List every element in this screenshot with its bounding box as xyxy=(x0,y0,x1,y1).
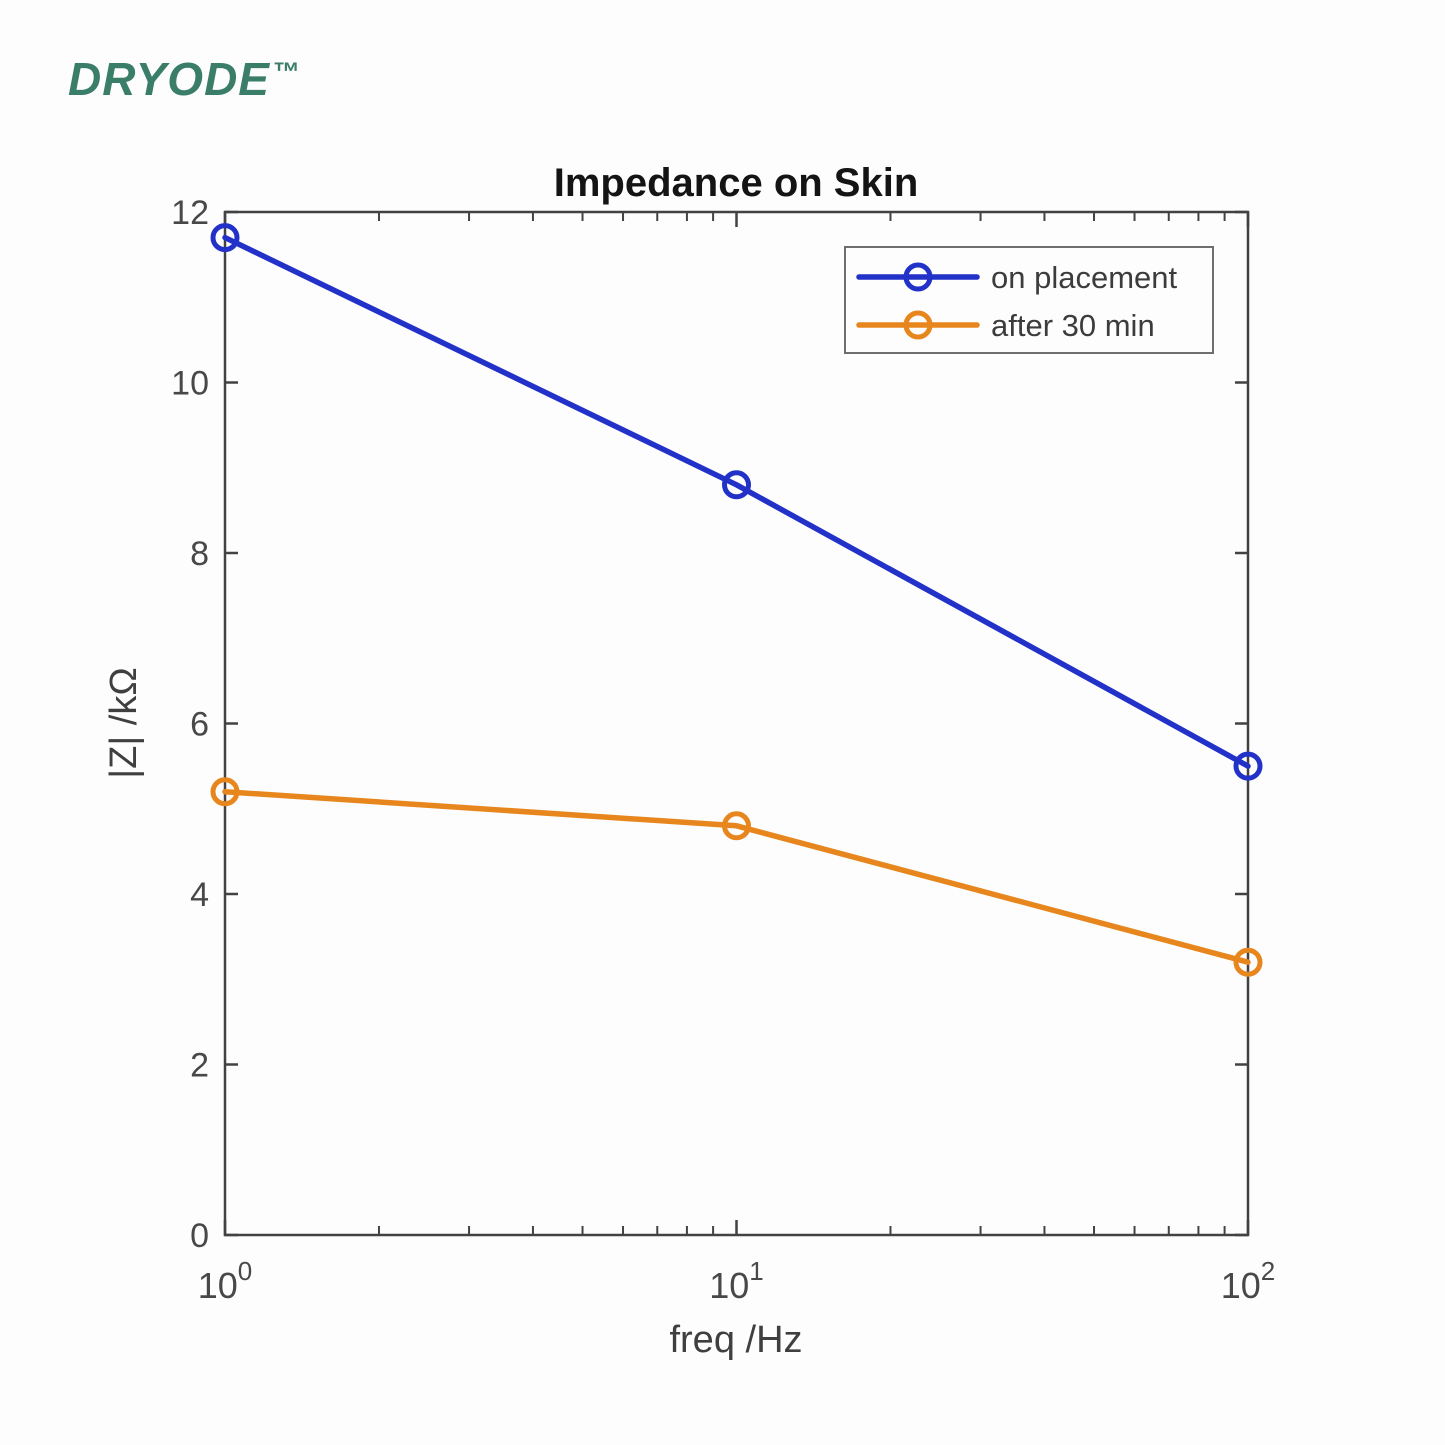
legend-marker-sample xyxy=(903,262,933,292)
y-axis-label: |Z| /kΩ xyxy=(103,667,145,778)
x-tick-label: 100 xyxy=(198,1256,253,1306)
y-tick-label: 12 xyxy=(171,194,209,232)
y-tick-label: 2 xyxy=(190,1047,209,1085)
series-line-1 xyxy=(222,234,1251,769)
y-tick-label: 8 xyxy=(190,535,209,573)
y-tick-label: 10 xyxy=(171,365,209,403)
plot-box xyxy=(223,210,1250,1237)
brand-logo-text: DRYODE xyxy=(68,53,270,105)
legend: on placement after 30 min xyxy=(844,246,1214,354)
brand-logo: DRYODE ™ xyxy=(68,52,300,106)
chart-title: Impedance on Skin xyxy=(554,161,919,205)
y-tick-label: 4 xyxy=(190,876,209,914)
data-point-marker xyxy=(210,223,240,253)
legend-box xyxy=(844,246,1214,354)
x-axis-label: freq /Hz xyxy=(669,1319,802,1361)
data-point-marker xyxy=(1233,751,1263,781)
legend-marker-sample xyxy=(903,310,933,340)
data-point-marker xyxy=(722,811,751,841)
data-point-marker xyxy=(210,777,240,807)
series-layer xyxy=(210,223,1263,977)
axes-layer: 0 2 4 6 8 10 12 100 101 102 xyxy=(171,194,1275,1306)
series-line-2 xyxy=(222,788,1251,965)
x-tick-label: 101 xyxy=(709,1256,764,1306)
y-tick-label: 6 xyxy=(190,706,209,744)
data-point-marker xyxy=(1233,947,1263,977)
x-tick-label: 102 xyxy=(1221,1256,1276,1306)
legend-label: on placement xyxy=(991,260,1178,295)
legend-label: after 30 min xyxy=(991,308,1155,343)
y-tick-label: 0 xyxy=(190,1217,209,1255)
data-point-marker xyxy=(722,470,751,500)
trademark-symbol: ™ xyxy=(272,57,300,87)
